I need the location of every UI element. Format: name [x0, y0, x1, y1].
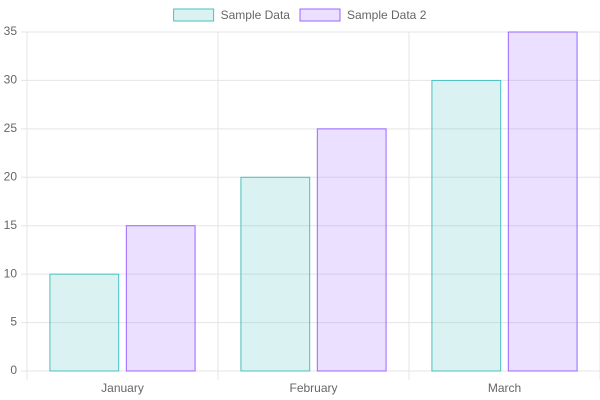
bar	[316, 128, 387, 372]
x-tick-label: March	[488, 381, 521, 395]
x-tick-label: January	[101, 381, 144, 395]
y-tick-label: 20	[4, 169, 18, 183]
legend-swatch	[173, 8, 215, 22]
y-tick-label: 25	[4, 121, 18, 135]
bar	[125, 225, 196, 372]
x-tick-label: February	[289, 381, 337, 395]
bar	[49, 273, 120, 372]
y-tick-label: 15	[4, 218, 18, 232]
legend-label: Sample Data 2	[347, 8, 427, 22]
legend-swatch	[299, 8, 341, 22]
y-tick-label: 10	[4, 266, 18, 280]
bar	[507, 31, 578, 372]
bar	[431, 79, 502, 372]
y-tick-label: 35	[4, 24, 18, 38]
y-tick-label: 5	[10, 315, 17, 329]
legend-label: Sample Data	[221, 8, 291, 22]
bar	[240, 176, 311, 372]
y-tick-label: 30	[4, 73, 18, 87]
y-tick-label: 0	[10, 363, 17, 377]
